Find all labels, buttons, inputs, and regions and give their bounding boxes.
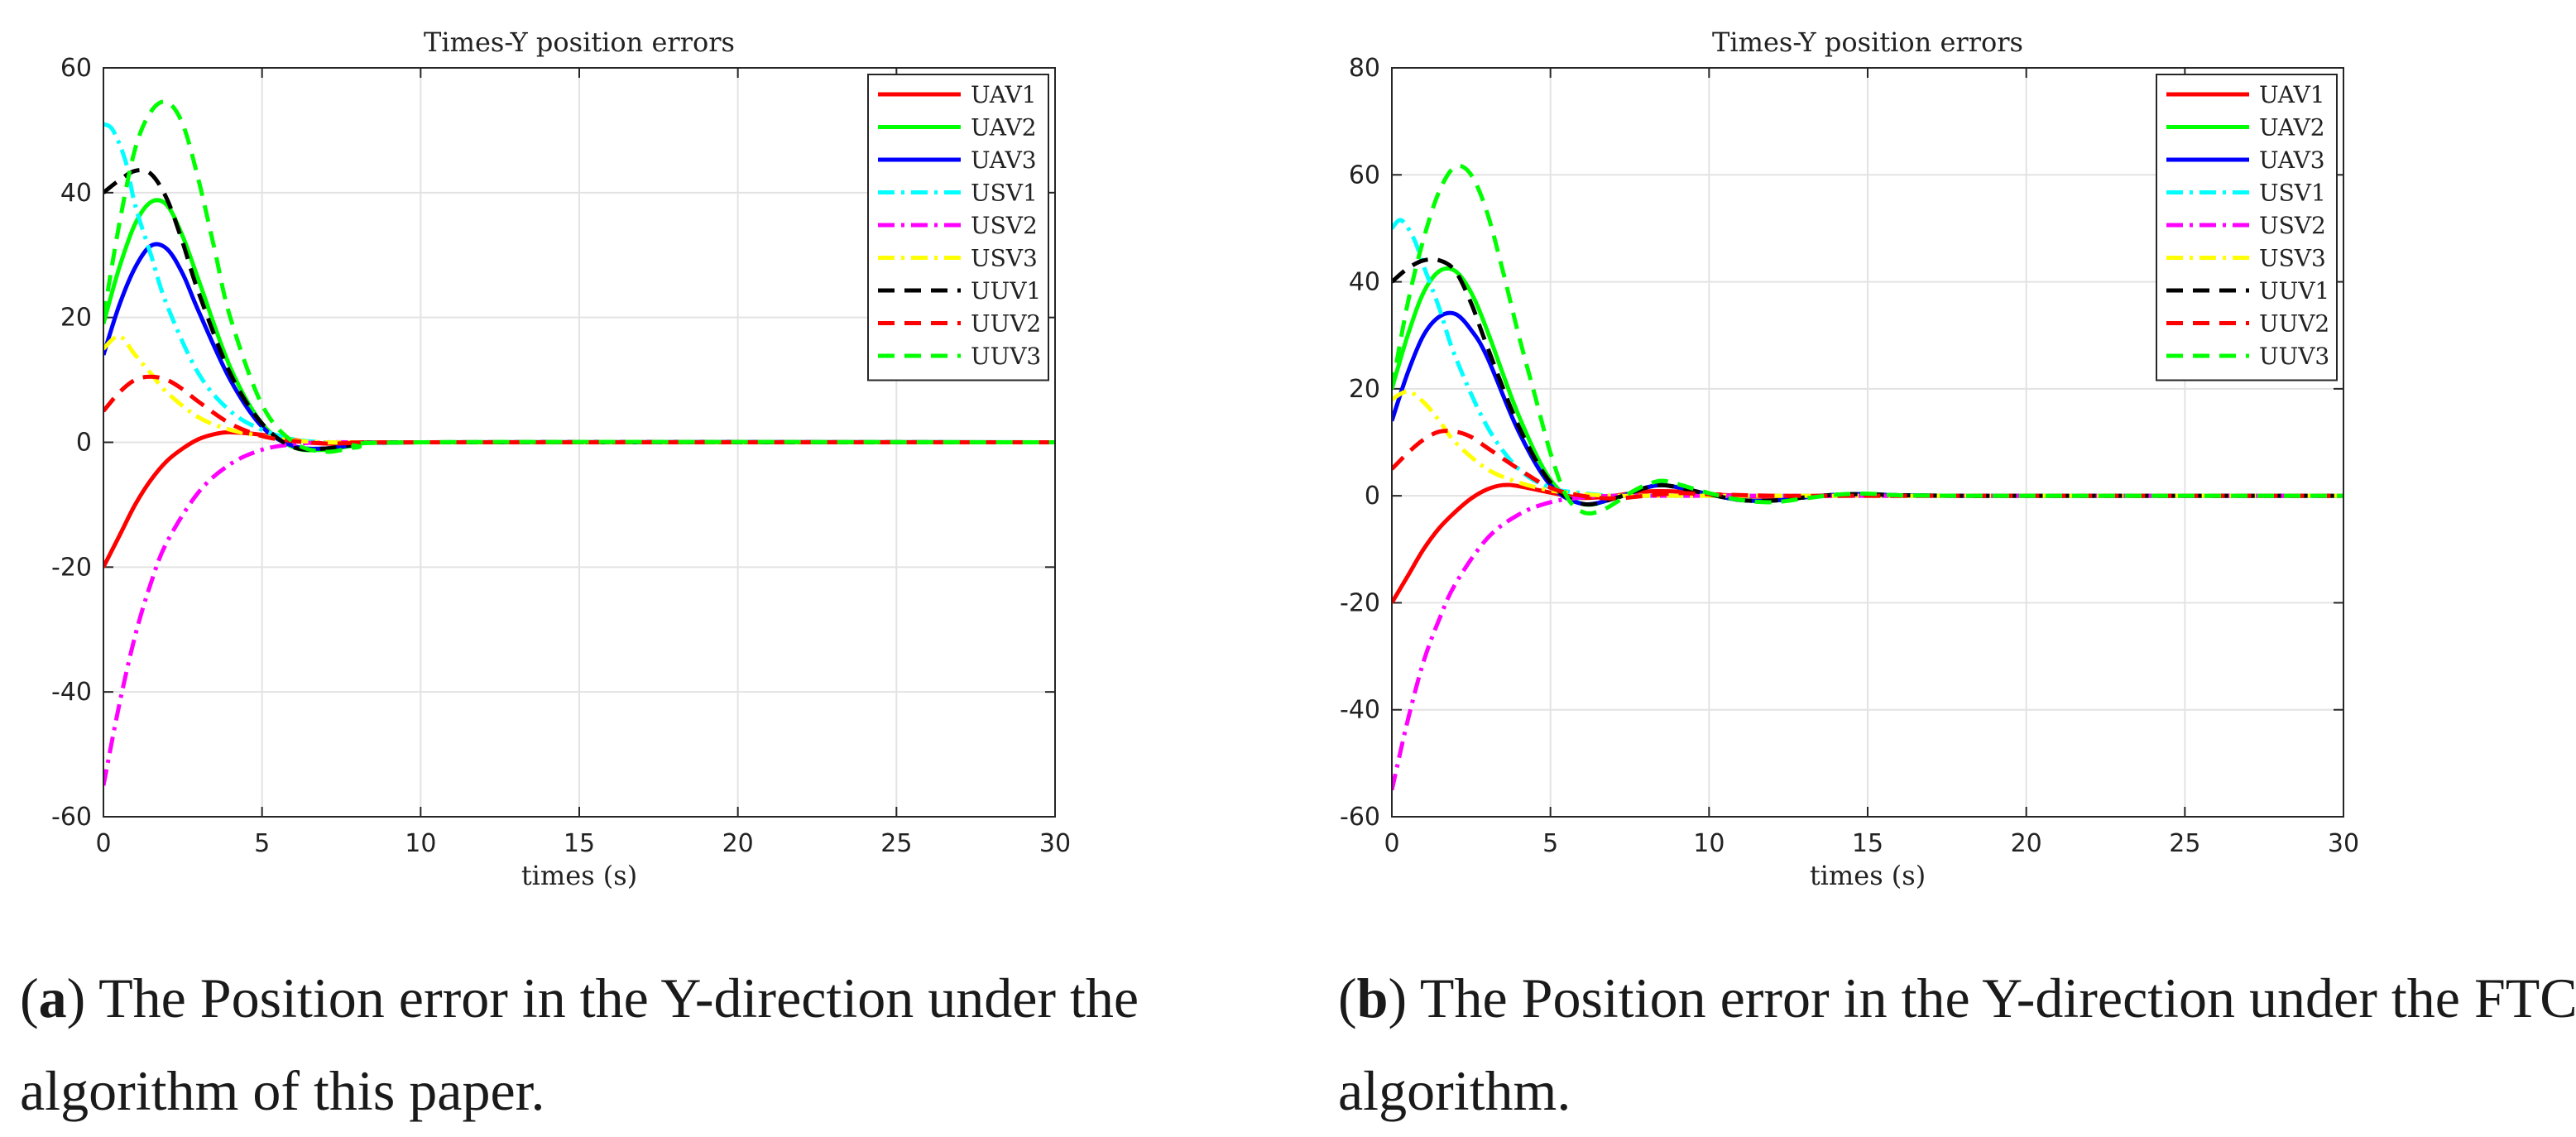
chart-a: 0 5 10 15 20 25 30 -60 -40 -20 0 20 40 60 Times-Y posi… <box>51 26 1071 891</box>
chart-b-legend-label-usv1: USV1 <box>2259 180 2326 207</box>
chart-b-legend-label-uav3: UAV3 <box>2259 146 2325 174</box>
chart-b-legend-label-usv2: USV2 <box>2259 212 2326 239</box>
chart-b: 0 5 10 15 20 25 30 -60 -40 -20 0 20 40 60 80 Times-Y po… <box>1340 26 2359 891</box>
chart-b-series-uuv3 <box>1392 163 2343 516</box>
panel-b: 0 5 10 15 20 25 30 -60 -40 -20 0 20 40 60 80 Times-Y po… <box>1288 0 2576 1135</box>
caption-a: (a) The Position error in the Y-directio… <box>20 967 1139 1122</box>
chart-b-xtick-label-1: 5 <box>1542 829 1558 858</box>
chart-b-legend-label-usv3: USV3 <box>2259 245 2326 272</box>
chart-a-legend-label-usv2: USV2 <box>971 212 1038 239</box>
chart-a-legend-label-uav3: UAV3 <box>971 146 1037 174</box>
chart-a-ytick-label-5: 40 <box>60 179 92 208</box>
chart-a-series-uuv3 <box>103 99 1055 454</box>
chart-a-ytick-label-6: 60 <box>60 54 92 83</box>
chart-b-ytick-label-6: 60 <box>1349 161 1380 190</box>
chart-a-legend-label-uuv1: UUV1 <box>971 277 1041 305</box>
chart-b-xtick-label-5: 25 <box>2169 829 2200 858</box>
chart-b-xtick-label-3: 15 <box>1852 829 1883 858</box>
chart-a-xtick-label-2: 10 <box>405 829 436 858</box>
chart-a-xtick-label-6: 30 <box>1039 829 1071 858</box>
chart-a-legend-label-uuv3: UUV3 <box>971 343 1041 370</box>
chart-a-series-uuv2 <box>103 374 1055 446</box>
chart-b-legend-label-uuv2: UUV2 <box>2259 310 2329 338</box>
chart-b-xtick-label-2: 10 <box>1693 829 1725 858</box>
chart-b-legend-label-uuv1: UUV1 <box>2259 277 2329 305</box>
chart-a-legend-label-uav1: UAV1 <box>971 81 1037 108</box>
chart-a-legend-label-uuv2: UUV2 <box>971 310 1041 338</box>
chart-a-xtick-label-4: 20 <box>722 829 754 858</box>
chart-a-xtick-label-3: 15 <box>564 829 595 858</box>
chart-b-axes-box <box>1391 67 2344 818</box>
chart-b-xtick-label-0: 0 <box>1384 829 1399 858</box>
chart-b-legend-label-uuv3: UUV3 <box>2259 343 2329 370</box>
caption-a-text: The Position error in the Y-direction un… <box>20 967 1139 1122</box>
chart-a-ytick-label-3: 0 <box>76 429 92 458</box>
chart-b-xtick-label-4: 20 <box>2011 829 2042 858</box>
chart-b-ytick-label-1: -40 <box>1340 696 1380 725</box>
chart-b-ytick-label-5: 40 <box>1349 268 1380 297</box>
chart-b-xlabel: times (s) <box>1810 860 1926 891</box>
chart-a-series-usv2 <box>103 439 1055 786</box>
chart-a-xtick-label-1: 5 <box>254 829 270 858</box>
caption-a-label: a <box>38 967 67 1029</box>
chart-a-xtick-label-5: 25 <box>880 829 912 858</box>
chart-a-ytick-label-2: -20 <box>51 553 92 582</box>
caption-b-label: b <box>1356 967 1389 1029</box>
caption-b-text: The Position error in the Y-direction un… <box>1338 967 2576 1122</box>
chart-b-legend-label-uav1: UAV1 <box>2259 81 2325 108</box>
chart-a-ytick-label-1: -40 <box>51 678 92 707</box>
chart-a-axes-box <box>103 67 1056 818</box>
chart-a-title: Times-Y position errors <box>424 26 735 58</box>
chart-a-xlabel: times (s) <box>521 860 637 891</box>
chart-b-title: Times-Y position errors <box>1712 26 2023 58</box>
chart-b-ytick-label-4: 20 <box>1349 375 1380 404</box>
chart-a-xtick-label-0: 0 <box>95 829 111 858</box>
chart-b-legend-label-uav2: UAV2 <box>2259 114 2325 142</box>
chart-b-xtick-label-6: 30 <box>2328 829 2359 858</box>
chart-a-ytick-label-0: -60 <box>51 803 92 832</box>
chart-a-legend-label-usv3: USV3 <box>971 245 1038 272</box>
chart-b-ytick-label-7: 80 <box>1349 54 1380 83</box>
chart-a-legend-label-uav2: UAV2 <box>971 114 1037 142</box>
chart-a-ytick-label-4: 20 <box>60 304 92 333</box>
chart-a-legend-label-usv1: USV1 <box>971 180 1038 207</box>
chart-b-ytick-label-3: 0 <box>1365 482 1380 511</box>
chart-b-ytick-label-0: -60 <box>1340 803 1380 832</box>
chart-b-ytick-label-2: -20 <box>1340 588 1380 617</box>
chart-b-series-usv2 <box>1392 493 2343 791</box>
panel-a: 0 5 10 15 20 25 30 -60 -40 -20 0 20 40 60 Times-Y posi… <box>0 0 1288 1135</box>
caption-b: (b) The Position error in the Y-directio… <box>1338 967 2576 1122</box>
